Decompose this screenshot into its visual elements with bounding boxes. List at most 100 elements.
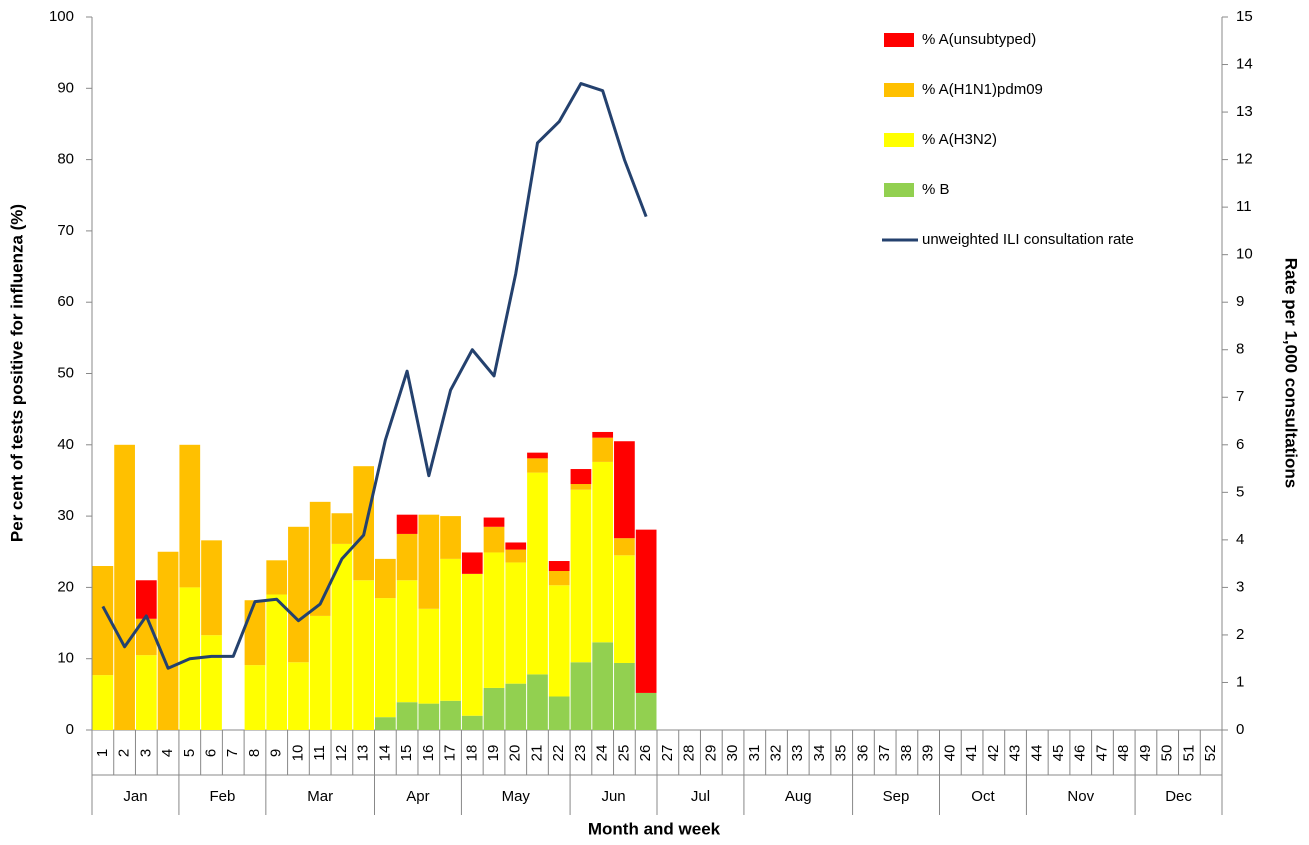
bar-segment: [418, 703, 440, 730]
x-tick-label: 49: [1137, 745, 1154, 762]
bar-segment: [244, 600, 266, 666]
bar-segment: [527, 472, 548, 675]
month-label: Sep: [883, 788, 910, 805]
x-tick-label: 22: [550, 745, 567, 762]
x-tick-label: 8: [246, 749, 263, 757]
y2-tick-label: 6: [1236, 436, 1244, 453]
bar-segment: [592, 431, 614, 438]
bar-segment: [548, 571, 570, 586]
x-tick-label: 52: [1202, 745, 1219, 762]
x-tick-label: 50: [1159, 745, 1176, 762]
bar-segment: [635, 529, 657, 693]
bar-segment: [461, 552, 483, 574]
x-tick-label: 19: [485, 745, 502, 762]
bar-segment: [461, 573, 483, 716]
bar-segment: [288, 526, 309, 663]
bar-segment: [505, 683, 527, 730]
month-label: Nov: [1067, 788, 1094, 805]
bar-segment: [201, 540, 222, 636]
bar-segment: [483, 517, 505, 527]
x-tick-label: 18: [463, 745, 480, 762]
x-tick-label: 17: [442, 745, 459, 762]
bar-segment: [266, 560, 288, 595]
x-tick-label: 36: [854, 745, 871, 762]
bar-segment: [505, 562, 527, 684]
month-label: May: [502, 788, 531, 805]
bar-segment: [244, 665, 266, 730]
legend-swatch: [884, 133, 914, 147]
x-tick-label: 47: [1093, 745, 1110, 762]
y2-tick-label: 0: [1236, 721, 1244, 738]
y-tick-label: 30: [57, 507, 74, 524]
x-tick-label: 14: [376, 745, 393, 762]
bar-segment: [614, 538, 635, 556]
bar-segment: [461, 715, 483, 730]
y-tick-label: 60: [57, 293, 74, 310]
x-tick-label: 4: [159, 749, 176, 757]
x-tick-label: 38: [898, 745, 915, 762]
bar-segment: [483, 526, 505, 553]
bar-segment: [353, 580, 374, 730]
bar-segment: [570, 489, 592, 663]
month-label: Feb: [209, 788, 235, 805]
bar-segment: [505, 542, 527, 550]
month-label: Apr: [406, 788, 429, 805]
y-tick-label: 40: [57, 436, 74, 453]
x-tick-label: 48: [1115, 745, 1132, 762]
x-tick-label: 42: [985, 745, 1002, 762]
bar-segment: [135, 580, 157, 619]
y-tick-label: 70: [57, 222, 74, 239]
x-tick-label: 28: [681, 745, 698, 762]
bar-segment: [527, 452, 548, 459]
x-tick-label: 6: [202, 749, 219, 757]
legend-label: % A(H3N2): [922, 131, 997, 148]
bar-segment: [135, 655, 157, 730]
y2-tick-label: 5: [1236, 483, 1244, 500]
bar-segment: [614, 662, 635, 730]
x-tick-label: 45: [1050, 745, 1067, 762]
y2-tick-label: 1: [1236, 673, 1244, 690]
legend-swatch: [884, 83, 914, 97]
legend-label: % A(unsubtyped): [922, 31, 1036, 48]
x-tick-label: 37: [876, 745, 893, 762]
month-label: Jun: [601, 788, 625, 805]
x-tick-label: 24: [594, 745, 611, 762]
bar-segment: [396, 580, 418, 703]
bar-segment: [483, 552, 505, 688]
bar-segment: [157, 551, 179, 730]
y-tick-label: 50: [57, 364, 74, 381]
y-tick-label: 20: [57, 578, 74, 595]
x-tick-label: 29: [702, 745, 719, 762]
x-tick-label: 20: [507, 745, 524, 762]
y2-tick-label: 10: [1236, 246, 1253, 263]
month-label: Oct: [971, 788, 995, 805]
month-label: Mar: [307, 788, 333, 805]
x-tick-label: 33: [789, 745, 806, 762]
bar-segment: [592, 642, 614, 730]
x-tick-label: 39: [920, 745, 937, 762]
bar-segment: [418, 608, 440, 704]
x-tick-label: 41: [963, 745, 980, 762]
x-tick-label: 32: [767, 745, 784, 762]
x-tick-label: 13: [355, 745, 372, 762]
y2-tick-label: 15: [1236, 8, 1253, 25]
bar-segment: [375, 717, 396, 730]
y2-tick-label: 8: [1236, 341, 1244, 358]
y-axis-title: Per cent of tests positive for influenza…: [7, 204, 26, 542]
x-tick-label: 43: [1007, 745, 1024, 762]
bar-segment: [201, 635, 222, 730]
x-axis-title: Month and week: [588, 819, 721, 838]
line: [101, 82, 648, 670]
y-tick-label: 90: [57, 79, 74, 96]
bar-segment: [505, 549, 527, 563]
bar-segment: [440, 516, 461, 559]
x-tick-label: 16: [420, 745, 437, 762]
x-tick-label: 30: [724, 745, 741, 762]
y-tick-label: 10: [57, 650, 74, 667]
bar-segment: [440, 700, 461, 730]
bar-segment: [92, 566, 114, 676]
bar-segment: [570, 469, 592, 485]
bar-segment: [375, 598, 396, 718]
x-tick-label: 34: [811, 745, 828, 762]
x-tick-label: 1: [94, 749, 111, 757]
